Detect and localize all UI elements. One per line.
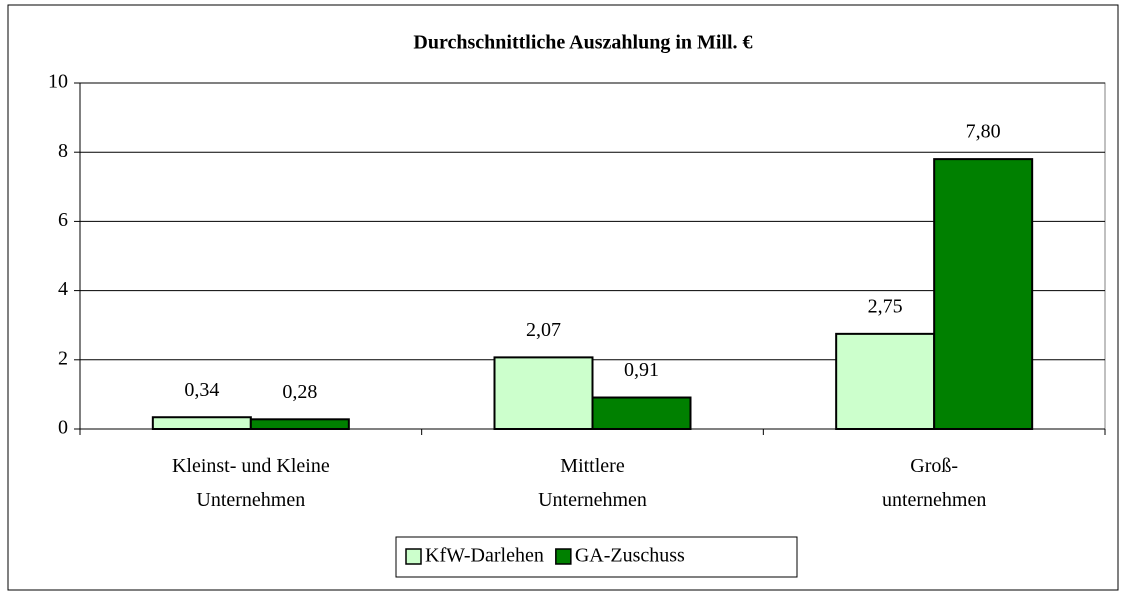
x-tick-label: Kleinst- und Kleine Unternehmen (172, 455, 330, 511)
bar (835, 332, 936, 431)
y-tick-label: 4 (58, 278, 68, 300)
data-label: 7,80 (966, 121, 1001, 143)
legend (395, 536, 798, 578)
x-tick-label-line: Mittlere (560, 455, 625, 477)
x-tick-label-line: Groß- (910, 455, 958, 477)
data-label: 0,91 (624, 359, 659, 381)
x-tick-label-line: Unternehmen (196, 489, 305, 511)
bar (933, 158, 1034, 430)
bar (591, 396, 692, 431)
legend-swatch (555, 548, 572, 565)
x-tick-label-line: unternehmen (882, 489, 986, 511)
y-tick-label: 10 (48, 71, 68, 93)
data-label: 2,07 (526, 319, 561, 341)
legend-label: GA-Zuschuss (575, 545, 685, 567)
y-tick-label: 2 (58, 347, 68, 369)
bar (249, 418, 350, 431)
x-tick-label-line: Unternehmen (538, 489, 647, 511)
legend-label: KfW-Darlehen (425, 545, 544, 567)
legend-swatch (405, 548, 422, 565)
bar (151, 416, 252, 430)
bar (493, 356, 594, 430)
x-tick-label: Mittlere Unternehmen (538, 455, 647, 511)
data-label: 2,75 (868, 295, 903, 317)
data-label: 0,34 (184, 379, 219, 401)
y-tick-label: 6 (58, 209, 68, 231)
x-tick-label-line: Kleinst- und Kleine (172, 455, 330, 477)
data-label: 0,28 (282, 381, 317, 403)
y-tick-label: 0 (58, 417, 68, 439)
x-tick-label: Groß-unternehmen (882, 455, 986, 511)
y-tick-label: 8 (58, 140, 68, 162)
chart-title: Durchschnittliche Auszahlung in Mill. € (413, 32, 752, 54)
